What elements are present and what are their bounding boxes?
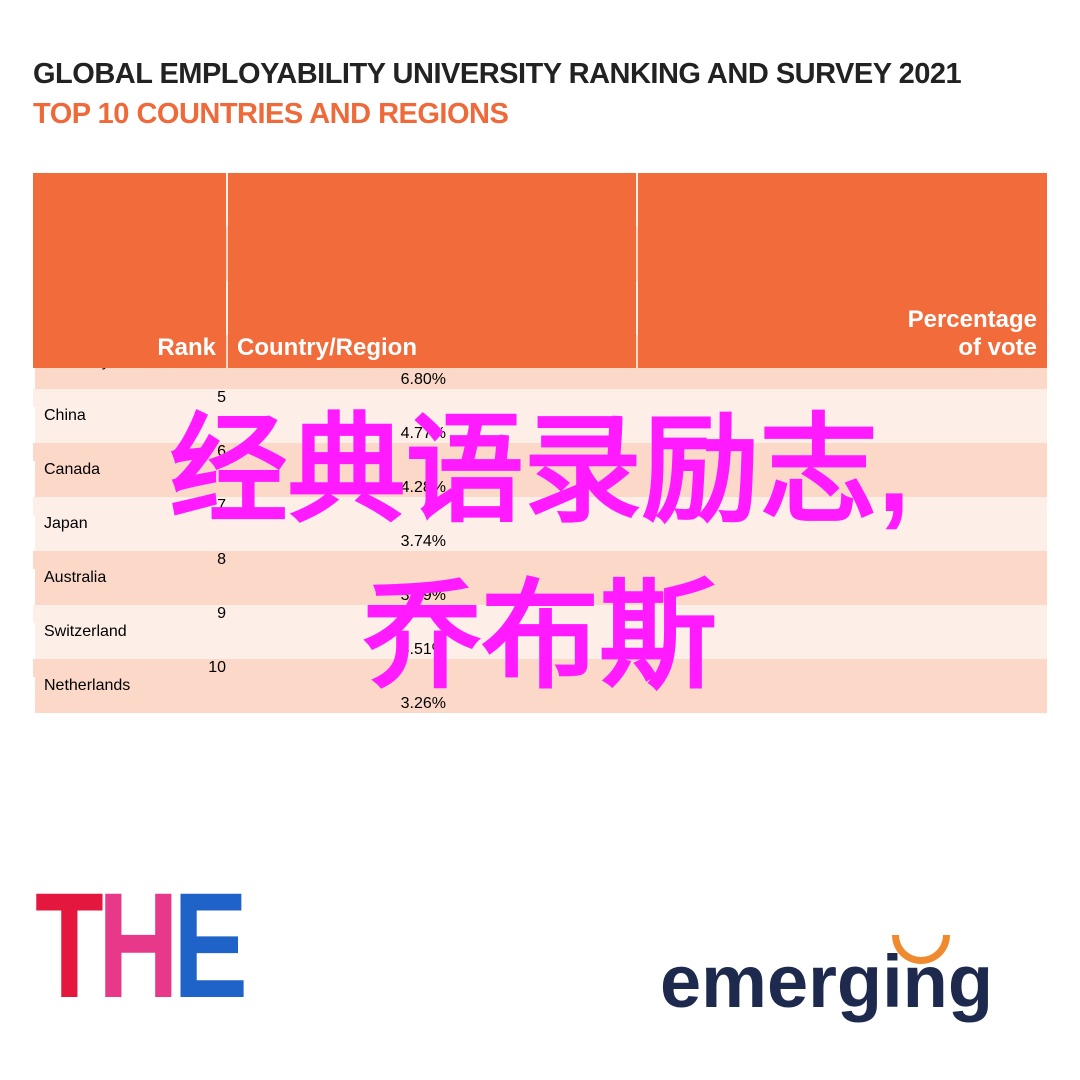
rank-cell: 10 [208, 659, 226, 676]
emerging-logo: emerging [660, 940, 994, 1023]
the-letter: T [35, 861, 104, 1029]
percentage-cell: 3.69% [33, 587, 456, 605]
column-header-text: Percentage of vote [907, 306, 1037, 361]
percentage-cell: 4.77% [33, 425, 456, 443]
title: GLOBAL EMPLOYABILITY UNIVERSITY RANKING … [33, 58, 962, 90]
table: Rank Country/Region Percentage of vote 1… [33, 173, 1047, 713]
rank-cell: 8 [217, 551, 226, 568]
rank-cell: 6 [217, 443, 226, 460]
percentage-cell: 3.26% [33, 695, 456, 713]
the-logo: THE [35, 870, 248, 1020]
percentage-cell: 3.74% [33, 533, 456, 551]
rank-cell: 9 [217, 605, 226, 622]
overlay-text: 经典语录励志, [169, 405, 911, 537]
table-row: 5 China 4.77% [33, 389, 1047, 443]
country-cell: Australia [33, 569, 452, 587]
the-letter: H [97, 861, 179, 1029]
country-cell: Switzerland [33, 623, 452, 641]
percentage-cell: 6.80% [33, 371, 456, 389]
country-cell: Netherlands [33, 677, 452, 695]
table-row: 6 Canada 4.28% [33, 443, 1047, 497]
country-cell: China [33, 407, 452, 425]
the-logo-text: THE [35, 861, 248, 1029]
the-letter: E [172, 861, 248, 1029]
percentage-cell: 4.28% [33, 479, 456, 497]
table-row: 9 Switzerland 3.51% [33, 605, 1047, 659]
country-cell: Japan [33, 515, 452, 533]
rank-cell: 7 [217, 497, 226, 514]
column-header: Rank [33, 173, 226, 368]
table-row: 7 Japan 3.74% [33, 497, 1047, 551]
column-header: Country/Region [228, 173, 636, 368]
column-header: Percentage of vote [638, 173, 1047, 368]
table-row: 8 Australia 3.69% [33, 551, 1047, 605]
table-row: 10 Netherlands 3.26% [33, 659, 1047, 713]
percentage-cell: 3.51% [33, 641, 456, 659]
country-cell: Canada [33, 461, 452, 479]
subtitle: TOP 10 COUNTRIES AND REGIONS [33, 98, 509, 130]
rank-cell: 5 [217, 389, 226, 406]
overlay-text: 乔布斯 [362, 571, 717, 703]
